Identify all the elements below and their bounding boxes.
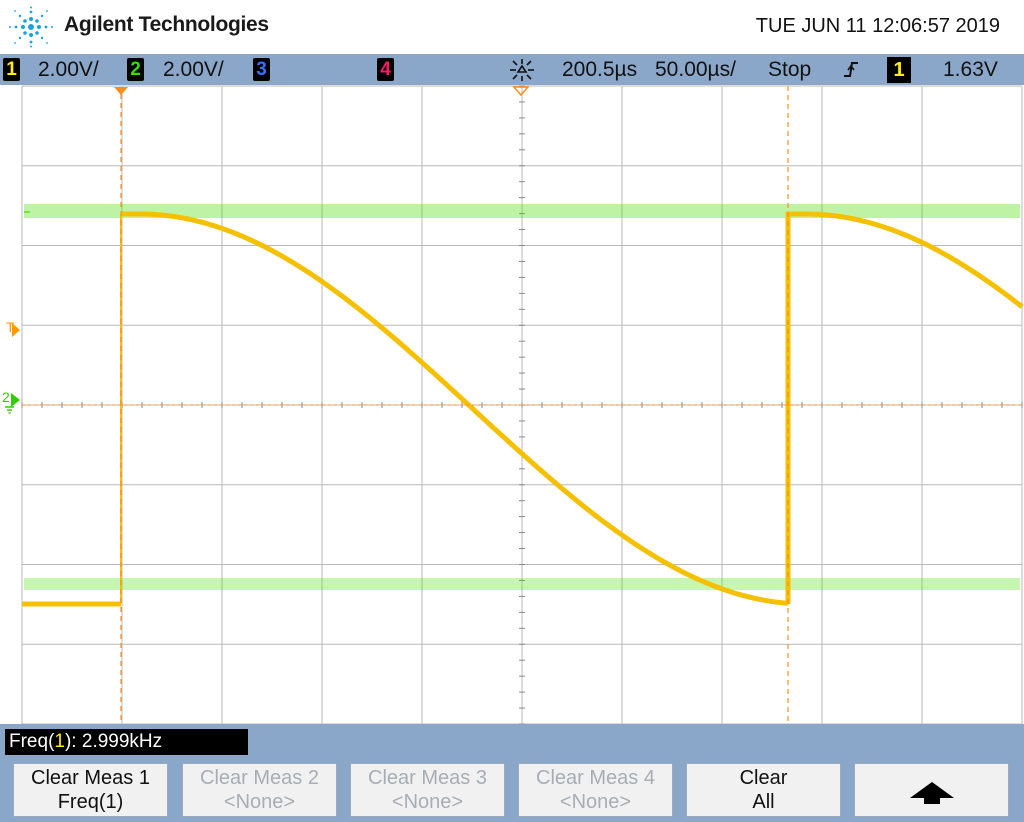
title-header: Agilent Technologies TUE JUN 11 12:06:57… <box>0 0 1024 54</box>
time-scale[interactable]: 50.00µs/ <box>655 58 736 81</box>
ch2-ground-arrow-icon <box>11 393 20 407</box>
softkey-line1: Clear Meas 4 <box>536 767 655 789</box>
clear-meas-3-button[interactable]: Clear Meas 3 <None> <box>350 763 505 817</box>
softkey-line1: Clear <box>739 767 788 789</box>
ch1-badge[interactable]: 1 <box>3 58 20 81</box>
time-reference-icon <box>510 59 534 81</box>
clear-meas-4-button[interactable]: Clear Meas 4 <None> <box>518 763 673 817</box>
ch4-badge[interactable]: 4 <box>377 58 394 81</box>
ch2-ground-marker: 2 <box>2 389 10 405</box>
ch1-scale[interactable]: 2.00V/ <box>38 58 99 81</box>
trigger-point-marker-icon <box>114 87 128 95</box>
softkey-line2: <None> <box>391 791 464 813</box>
ch2-trace <box>24 204 1020 590</box>
ch2-bottom-noise-band <box>24 578 1020 590</box>
meas-value: 2.999kHz <box>81 731 163 752</box>
clear-meas-1-button[interactable]: Clear Meas 1 Freq(1) <box>13 763 168 817</box>
run-state[interactable]: Stop <box>768 58 812 81</box>
ch1-ramp-1 <box>121 211 789 606</box>
measurement-readout: Freq(1): 2.999kHz <box>5 729 248 755</box>
date-time: TUE JUN 11 12:06:57 2019 <box>755 15 1000 37</box>
meas-label: Freq( <box>9 731 55 752</box>
softkey-line2: Freq(1) <box>57 791 124 813</box>
clear-all-button[interactable]: Clear All <box>686 763 841 817</box>
ch3-badge[interactable]: 3 <box>253 58 270 81</box>
ch2-scale[interactable]: 2.00V/ <box>163 58 224 81</box>
waveform-display[interactable]: T 2 <box>0 85 1024 725</box>
softkey-line2: <None> <box>223 791 296 813</box>
trigger-level-arrow-icon <box>12 323 20 337</box>
brand-name: Agilent Technologies <box>64 13 269 36</box>
meas-channel: 1 <box>54 731 65 752</box>
ground-icon <box>5 406 14 414</box>
back-up-button[interactable] <box>854 763 1009 817</box>
ch2-top-noise-band <box>24 204 1020 218</box>
cursor-lines <box>22 86 1022 724</box>
trigger-level-marker: T <box>6 319 15 335</box>
softkey-line2: <None> <box>559 791 632 813</box>
agilent-spark-logo-icon <box>9 6 53 48</box>
trigger-source-badge[interactable]: 1 <box>887 57 911 83</box>
softkey-line1: Clear Meas 1 <box>31 767 150 789</box>
up-arrow-icon <box>909 782 954 804</box>
time-delay[interactable]: 200.5µs <box>562 58 638 81</box>
softkey-line2: All <box>752 791 775 813</box>
ch1-ramp-2 <box>785 211 1024 604</box>
trigger-level[interactable]: 1.63V <box>943 58 998 81</box>
softkey-line1: Clear Meas 3 <box>368 767 487 789</box>
clear-meas-2-button[interactable]: Clear Meas 2 <None> <box>182 763 337 817</box>
delay-reference-marker-icon <box>512 86 530 97</box>
softkey-line1: Clear Meas 2 <box>200 767 319 789</box>
rising-edge-icon <box>844 62 858 77</box>
meas-label-end: ): <box>64 731 82 752</box>
ch2-badge[interactable]: 2 <box>127 58 144 81</box>
